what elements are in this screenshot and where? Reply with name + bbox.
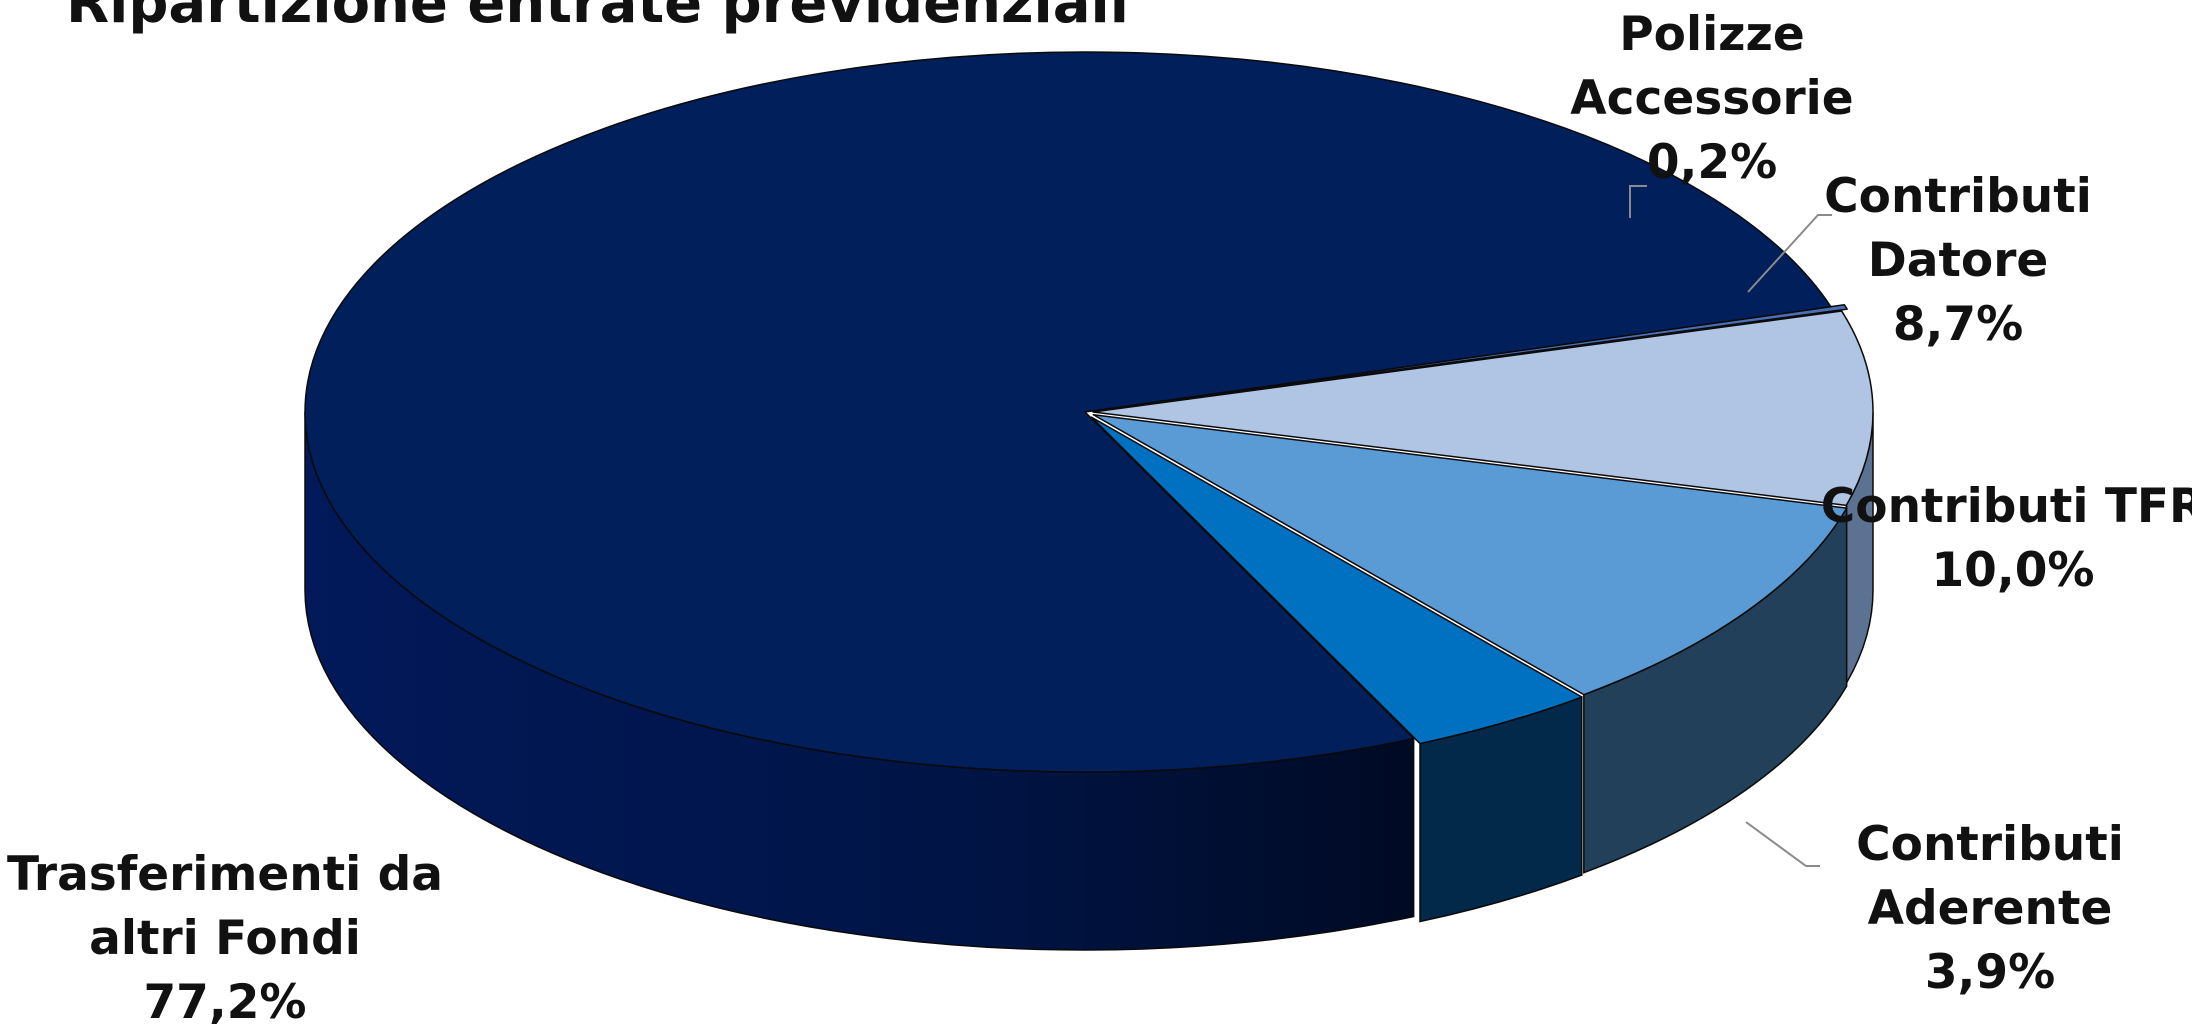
leader-line-contributi-datore xyxy=(1747,214,1832,293)
chart-title: Ripartizione entrate previdenziali xyxy=(66,0,1129,36)
slice-label-polizze-accessorie: Polizze Accessorie 0,2% xyxy=(1570,7,1853,190)
pie-top-faces xyxy=(304,51,1874,773)
label-leader-lines xyxy=(1629,185,1832,867)
pie-slice-contributi-aderente xyxy=(1090,416,1583,745)
slice-label-contributi-datore: Contributi Datore 8,7% xyxy=(1824,169,2092,352)
slice-labels: Polizze Accessorie 0,2%Contributi Datore 8,7… xyxy=(7,7,2192,1024)
pie-slice-contributi-datore xyxy=(1092,310,1874,507)
pie-side-walls xyxy=(304,411,1874,951)
slice-label-trasferimenti-da-altri-fondi: Trasferimenti da altri Fondi 77,2% xyxy=(7,847,443,1024)
slice-label-contributi-aderente: Contributi Aderente 3,9% xyxy=(1856,817,2124,1000)
leader-line-polizze-accessorie xyxy=(1629,185,1647,218)
pie-slice-trasferimenti-da-altri-fondi xyxy=(304,51,1832,773)
pie-slice-contributi-tfr xyxy=(1092,413,1848,696)
leader-line-contributi-aderente xyxy=(1745,821,1820,867)
slice-label-contributi-tfr: Contributi TFR 10,0% xyxy=(1821,479,2192,598)
